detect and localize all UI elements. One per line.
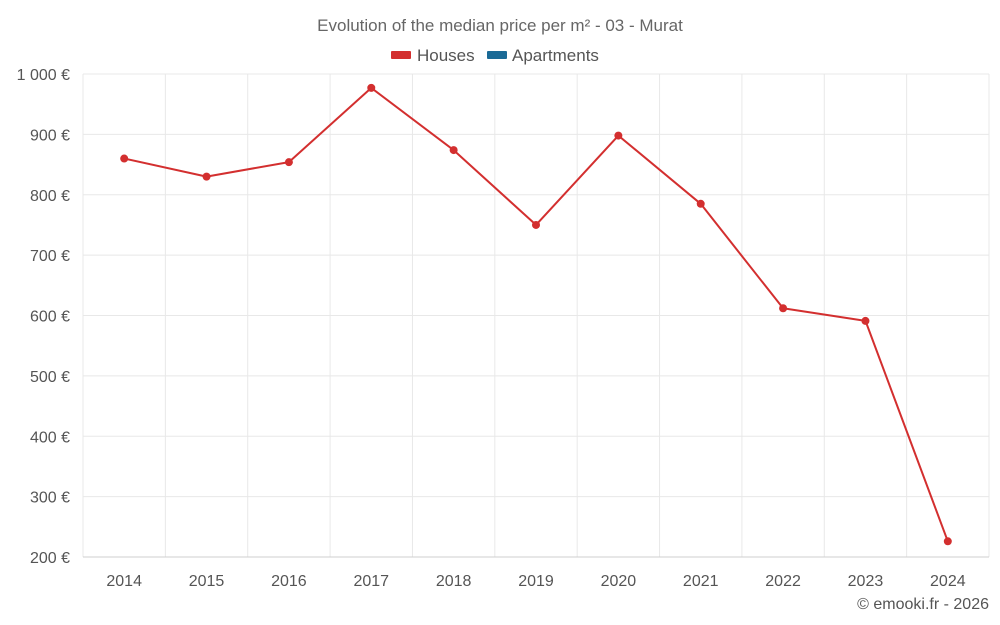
data-point-2023[interactable] [861,316,870,325]
y-tick-label: 400 € [30,429,70,446]
x-tick-label: 2024 [930,573,966,590]
x-tick-label: 2015 [189,573,225,590]
x-tick-label: 2020 [601,573,637,590]
y-tick-label: 1 000 € [17,67,70,84]
data-point-2015[interactable] [202,172,211,181]
data-point-2016[interactable] [284,158,293,167]
x-tick-label: 2021 [683,573,719,590]
y-tick-label: 900 € [30,127,70,144]
x-tick-label: 2016 [271,573,307,590]
x-tick-label: 2017 [353,573,389,590]
legend: Houses Apartments [391,46,599,65]
y-tick-label: 500 € [30,369,70,386]
data-point-2020[interactable] [614,131,623,140]
x-tick-label: 2022 [765,573,801,590]
x-axis: 2014 2015 2016 2017 2018 2019 2020 2021 2022 2023… [83,556,989,590]
data-point-2018[interactable] [449,146,458,155]
legend-label-houses: Houses [417,46,475,65]
legend-item-houses[interactable]: Houses [391,46,475,65]
legend-swatch-apartments [487,51,507,59]
y-tick-label: 800 € [30,188,70,205]
data-point-2017[interactable] [367,83,376,92]
legend-item-apartments[interactable]: Apartments [487,46,599,65]
y-tick-label: 700 € [30,248,70,265]
y-tick-label: 200 € [30,550,70,567]
legend-label-apartments: Apartments [512,46,599,65]
data-point-2021[interactable] [696,199,705,208]
data-point-2024[interactable] [943,537,952,546]
y-tick-label: 300 € [30,490,70,507]
y-axis: 200 € 300 € 400 € 500 € 600 € 700 € 800 € 900 €… [17,67,70,567]
series-houses [120,83,952,546]
x-tick-label: 2023 [848,573,884,590]
x-tick-label: 2019 [518,573,554,590]
y-tick-label: 600 € [30,309,70,326]
x-tick-label: 2014 [106,573,142,590]
credit-text: © emooki.fr - 2026 [857,596,989,613]
data-point-2014[interactable] [120,154,129,163]
x-tick-label: 2018 [436,573,472,590]
legend-swatch-houses [391,51,411,59]
data-point-2022[interactable] [779,304,788,313]
grid [82,73,990,557]
chart-title: Evolution of the median price per m² - 0… [317,16,683,35]
data-point-2019[interactable] [532,220,540,229]
